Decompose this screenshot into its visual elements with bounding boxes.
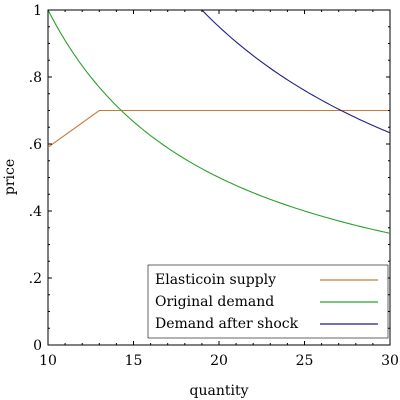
x-tick-label: 20 [210, 353, 228, 369]
y-tick-label: 1 [33, 3, 42, 19]
x-axis-label: quantity [190, 383, 249, 399]
series-line-elasticoin-supply [48, 109, 390, 148]
y-tick-label: .8 [29, 70, 42, 86]
series-line-demand-after-shock [201, 10, 390, 134]
legend-label: Elasticoin supply [155, 272, 276, 288]
x-tick-label: 30 [381, 353, 399, 369]
x-tick-label: 10 [39, 353, 57, 369]
series-line-original-demand [48, 10, 390, 234]
ticks-layer [47, 9, 391, 346]
legend: Elasticoin supply Original demand Demand a… [147, 264, 389, 339]
y-tick-label: 0 [33, 338, 42, 354]
legend-label: Demand after shock [155, 316, 299, 332]
x-tick-label: 15 [125, 353, 143, 369]
series-layer [48, 10, 390, 234]
legend-label: Original demand [155, 294, 274, 310]
y-tick-label: .4 [29, 204, 42, 220]
y-axis-label: price [2, 159, 18, 195]
y-tick-label: .2 [29, 271, 42, 287]
x-tick-label: 25 [296, 353, 314, 369]
y-tick-label: .6 [29, 137, 42, 153]
tick-labels: 10 15 20 25 30 0 .2 .4 .6 .8 1 [29, 3, 399, 369]
